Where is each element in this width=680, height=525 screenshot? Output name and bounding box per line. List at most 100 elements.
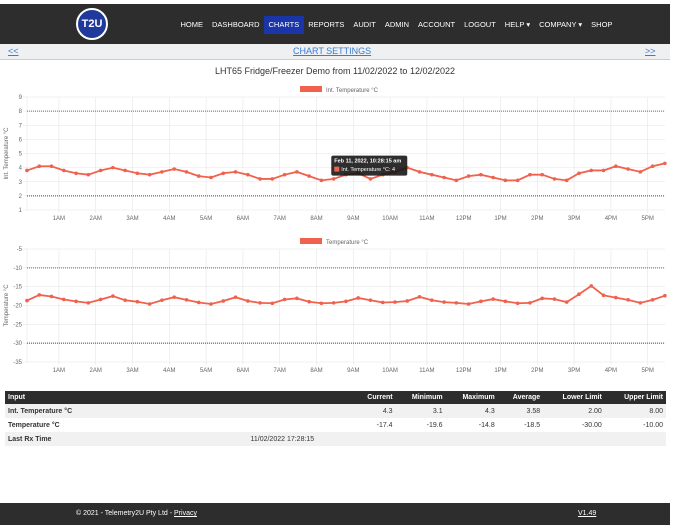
data-point — [98, 168, 103, 173]
data-point — [160, 170, 164, 174]
nav-item-company[interactable]: COMPANY ▾ — [539, 20, 583, 29]
nav-item-reports[interactable]: REPORTS — [308, 20, 345, 29]
col-header: Current — [100, 391, 396, 404]
logo[interactable]: T2U — [76, 8, 108, 40]
table-row: Last Rx Time 11/02/2022 17:28:15 — [5, 432, 666, 446]
nav-item-audit[interactable]: AUDIT — [353, 20, 376, 29]
tooltip-title: Feb 11, 2022, 10:28:15 am — [334, 159, 401, 165]
nav-item-shop[interactable]: SHOP — [591, 20, 613, 29]
data-point — [503, 178, 508, 183]
data-point — [295, 296, 299, 301]
prev-link[interactable]: << — [8, 46, 19, 56]
data-point — [491, 175, 495, 180]
x-tick-label: 12PM — [456, 368, 472, 374]
x-tick-label: 3PM — [568, 368, 580, 374]
x-tick-label: 3PM — [568, 216, 580, 222]
legend-label: Temperature °C — [326, 240, 369, 246]
data-point — [380, 300, 385, 305]
data-point — [601, 168, 606, 173]
table-cell — [604, 432, 666, 446]
x-tick-label: 9AM — [347, 216, 359, 222]
data-point — [515, 178, 520, 183]
copyright: © 2021 - Telemetry2U Pty Ltd - Privacy — [76, 510, 197, 517]
table-cell: -19.6 — [426, 421, 443, 429]
tooltip: Feb 11, 2022, 10:28:15 am Int. Temperatur… — [331, 155, 408, 176]
x-tick-label: 2AM — [90, 368, 102, 374]
x-tick-label: 6AM — [237, 368, 249, 374]
data-point — [111, 165, 115, 170]
table-cell: 11/02/2022 17:28:15 — [100, 432, 396, 446]
table-cell: 8.00 — [604, 404, 666, 418]
data-point — [147, 302, 152, 306]
nav-item-dashboard[interactable]: DASHBOARD — [212, 20, 260, 29]
data-point — [233, 170, 238, 174]
data-point — [331, 301, 336, 305]
data-point — [515, 301, 520, 306]
y-tick-label: -5 — [17, 247, 23, 253]
nav-item-account[interactable]: ACCOUNT — [418, 20, 456, 29]
data-point — [246, 299, 250, 303]
data-point — [552, 297, 557, 301]
nav-item-admin[interactable]: ADMIN — [384, 20, 410, 29]
table-cell — [445, 432, 498, 446]
data-point — [160, 298, 164, 303]
data-point — [86, 301, 91, 305]
x-tick-label: 7AM — [274, 368, 286, 374]
y-tick-label: -25 — [13, 322, 22, 328]
x-tick-label: 8AM — [310, 216, 322, 222]
data-point — [454, 301, 459, 305]
data-point — [319, 301, 324, 306]
x-tick-label: 1AM — [53, 368, 65, 374]
data-point — [577, 171, 581, 176]
nav-menu: HOME DASHBOARD CHARTS REPORTS AUDIT ADMIN ACCO… — [176, 16, 617, 34]
y-tick-label: -20 — [13, 304, 22, 310]
version-link[interactable]: V1.49 — [578, 510, 597, 517]
data-point — [246, 172, 250, 177]
x-tick-label: 3AM — [126, 216, 138, 222]
data-point — [37, 293, 42, 297]
x-tick-label: 11AM — [419, 368, 434, 374]
data-point — [49, 294, 54, 299]
data-point — [282, 172, 287, 177]
chart-settings-link[interactable]: CHART SETTINGS — [293, 46, 372, 56]
footer: © 2021 - Telemetry2U Pty Ltd - Privacy V… — [0, 503, 670, 525]
legend-swatch — [300, 238, 322, 244]
nav-item-home[interactable]: HOME — [180, 20, 204, 29]
data-point — [233, 295, 238, 300]
data-point — [25, 168, 29, 173]
y-tick-label: 7 — [19, 123, 23, 129]
chart-int-temperature: Int. Temperature °C 1 2 3 4 5 6 7 8 9 1AM 2AM 3AM 4AM… — [4, 86, 667, 222]
y-tick-label: 3 — [19, 180, 23, 186]
col-header: Input — [5, 391, 101, 404]
nav-item-charts[interactable]: CHARTS — [264, 16, 304, 34]
x-tick-label: 4PM — [605, 368, 617, 374]
data-point — [307, 174, 311, 178]
data-point — [503, 299, 508, 304]
data-point — [221, 171, 226, 176]
table-cell — [497, 432, 544, 446]
next-link[interactable]: >> — [645, 46, 656, 56]
data-point — [430, 298, 434, 303]
data-point — [454, 178, 459, 183]
data-point — [111, 294, 115, 298]
legend-swatch — [300, 86, 322, 92]
nav-item-help[interactable]: HELP ▾ — [504, 20, 531, 29]
data-point — [601, 293, 606, 298]
data-point — [196, 174, 201, 178]
data-point — [528, 301, 532, 305]
y-tick-label: -10 — [13, 266, 22, 272]
data-point — [466, 302, 471, 306]
y-tick-label: 2 — [19, 194, 23, 200]
x-tick-label: 10AM — [382, 368, 398, 374]
data-point — [638, 301, 643, 305]
table-row: Int. Temperature °C 4.3 3.1 4.3 3.58 2.00 8.00 — [5, 404, 666, 418]
data-point — [491, 297, 495, 301]
y-tick-label: -15 — [13, 285, 22, 291]
x-tick-label: 5PM — [642, 368, 654, 374]
data-point — [479, 172, 483, 177]
nav-item-logout[interactable]: LOGOUT — [464, 20, 496, 29]
data-point — [184, 298, 189, 302]
data-point — [614, 164, 618, 169]
x-tick-label: 2PM — [531, 216, 543, 222]
privacy-link[interactable]: Privacy — [174, 510, 197, 517]
